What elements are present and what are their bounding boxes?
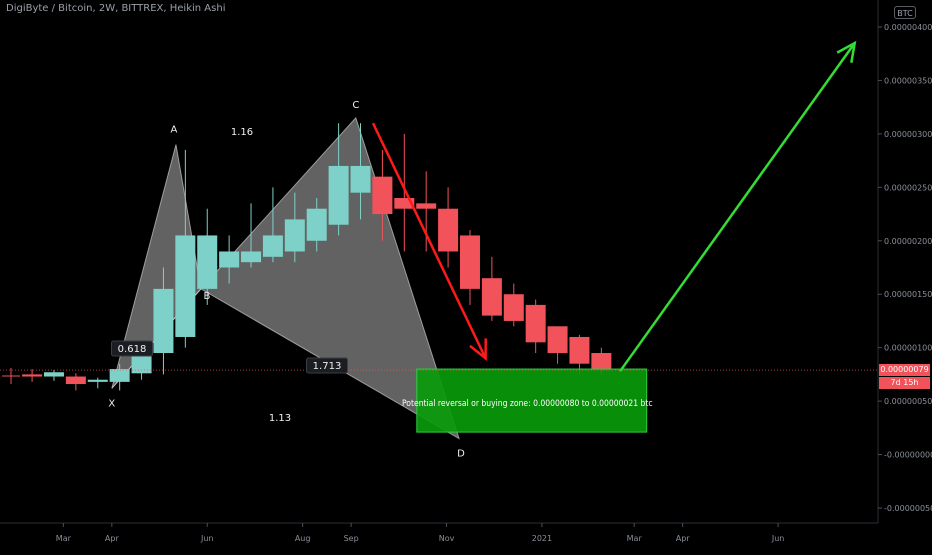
- candle-body: [394, 198, 415, 209]
- symbol-title: DigiByte / Bitcoin, 2W, BITTREX, Heikin …: [6, 3, 226, 14]
- x-tick-label: Apr: [105, 534, 120, 543]
- x-tick-label: Apr: [676, 534, 691, 543]
- x-tick-label: Mar: [627, 534, 643, 543]
- candle-body: [22, 374, 43, 377]
- bull-candle: [328, 123, 349, 236]
- bull-candle: [109, 363, 130, 391]
- green-up-arrow-head: [836, 40, 857, 63]
- candle-body: [262, 235, 283, 257]
- candle-body: [350, 165, 371, 193]
- candle-body: [219, 251, 240, 268]
- bear-candle: [372, 149, 393, 241]
- bull-candle: [262, 187, 283, 263]
- buy-zone-box: [416, 368, 648, 433]
- y-tick-label: 0.00000150: [884, 290, 932, 299]
- bear-candle: [503, 283, 524, 327]
- bear-candle: [459, 230, 480, 305]
- bear-candle: [547, 326, 568, 364]
- pattern-point-c: C: [352, 100, 359, 111]
- pattern-point-b: B: [204, 291, 211, 302]
- bull-candle: [350, 123, 371, 220]
- candle-body: [109, 369, 130, 382]
- candle-body: [43, 372, 64, 377]
- bear-candle: [525, 299, 546, 354]
- x-tick-label: Aug: [295, 534, 311, 543]
- red-down-arrow: [371, 122, 487, 361]
- bear-candle: [481, 256, 502, 321]
- candle-body: [65, 376, 86, 385]
- candle-body: [438, 208, 459, 252]
- candle-body: [306, 208, 327, 241]
- candle-body: [328, 165, 349, 225]
- x-tick-label: Sep: [344, 534, 359, 543]
- y-tick-label: 0.00000050: [884, 397, 932, 406]
- green-up-arrow: [619, 40, 857, 372]
- bull-candle: [43, 370, 64, 381]
- x-tick-label: Jun: [200, 534, 214, 543]
- x-tick-label: Mar: [56, 534, 72, 543]
- bear-candle: [394, 133, 415, 252]
- ratio-label: 1.713: [313, 361, 342, 372]
- y-tick-label: 0.00000350: [884, 76, 932, 85]
- candle-body: [131, 356, 152, 374]
- buy-zone-label: Potential reversal or buying zone: 0.000…: [402, 399, 653, 409]
- y-tick-label: -0.00000050: [884, 504, 932, 513]
- y-tick-label: 0.00000250: [884, 183, 932, 192]
- bear-candle: [65, 373, 86, 391]
- ratio-label: 1.16: [231, 127, 253, 138]
- y-tick-label: 0.00000400: [884, 23, 932, 32]
- candle-body: [197, 235, 218, 289]
- x-tick-label: Nov: [439, 534, 455, 543]
- bear-candle: [569, 334, 590, 375]
- bear-candle: [438, 187, 459, 268]
- candle-body: [153, 288, 174, 354]
- bear-candle: [416, 171, 437, 252]
- candle-body: [547, 326, 568, 354]
- pattern-point-x: X: [108, 398, 115, 409]
- currency-button[interactable]: BTC: [894, 6, 916, 19]
- candle-body: [569, 336, 590, 364]
- green-up-arrow-shaft: [619, 42, 856, 372]
- red-down-arrow-head: [469, 338, 487, 361]
- bull-candle: [153, 267, 174, 375]
- candle-body: [175, 235, 196, 337]
- bull-candle: [284, 192, 305, 263]
- bull-candle: [197, 208, 218, 305]
- bull-candle: [306, 198, 327, 252]
- candle-body: [372, 176, 393, 215]
- y-tick-label: 0.00000100: [884, 344, 932, 353]
- ratio-label: 1.13: [269, 413, 291, 424]
- pattern-point-a: A: [171, 125, 178, 136]
- ratio-box: [111, 340, 153, 357]
- x-tick-label: 2021: [532, 534, 552, 543]
- y-tick-label: 0.00000200: [884, 237, 932, 246]
- candle-body: [591, 353, 612, 371]
- last-price-badge: 0.00000079: [879, 364, 930, 376]
- countdown-badge: 7d 15h: [879, 377, 930, 389]
- candle-body: [481, 278, 502, 316]
- x-tick-label: Jun: [771, 534, 785, 543]
- candle-body: [459, 235, 480, 289]
- candle-body: [416, 203, 437, 209]
- candle-body: [284, 219, 305, 252]
- candle-body: [241, 251, 262, 263]
- bull-candle: [219, 235, 240, 284]
- ratio-box: [306, 357, 348, 374]
- candle-body: [503, 294, 524, 321]
- bull-candle: [241, 203, 262, 268]
- candle-body: [525, 304, 546, 343]
- y-tick-label: 0.00000300: [884, 130, 932, 139]
- y-tick-label: -0.00000000: [884, 451, 932, 460]
- candle-body: [87, 379, 108, 382]
- ratio-label: 0.618: [118, 344, 147, 355]
- bear-candle: [22, 369, 43, 382]
- red-down-arrow-shaft: [371, 122, 487, 359]
- pattern-point-d: D: [457, 449, 465, 460]
- bull-candle: [87, 377, 108, 389]
- bull-candle: [175, 149, 196, 348]
